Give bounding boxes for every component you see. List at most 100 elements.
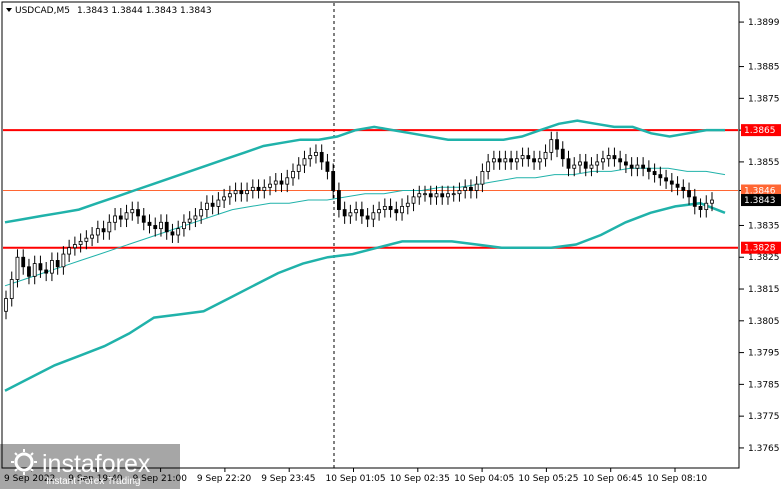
candle — [164, 214, 169, 240]
candle — [337, 182, 341, 218]
candle — [245, 182, 249, 202]
candle — [710, 192, 714, 212]
candle — [486, 153, 491, 180]
candle — [199, 201, 204, 224]
band-upper-band — [4, 119, 725, 224]
candle — [491, 150, 496, 170]
branding-overlay: instaforex Instant Forex Trading — [0, 444, 180, 489]
candle — [658, 166, 663, 186]
candle — [618, 150, 623, 170]
candle — [612, 147, 617, 167]
y-tick-label: 1.3875 — [748, 94, 780, 104]
candle — [182, 214, 186, 237]
candle — [704, 195, 709, 218]
candle — [285, 169, 290, 193]
candle — [124, 204, 129, 228]
candle — [118, 207, 123, 228]
candle — [555, 131, 559, 158]
candle — [130, 201, 135, 221]
candle — [434, 185, 439, 205]
candle — [624, 153, 628, 174]
x-tick-label: 9 Sep 21:00 — [133, 474, 188, 484]
candle — [359, 201, 364, 224]
candle — [400, 198, 404, 221]
candle — [474, 176, 479, 199]
y-tick-label: 1.3825 — [748, 253, 780, 263]
y-tick-label: 1.3835 — [748, 221, 780, 231]
candle — [296, 157, 301, 180]
candle — [9, 271, 14, 307]
y-tick-label: 1.3795 — [748, 349, 780, 359]
candle — [664, 169, 668, 189]
candle — [549, 131, 554, 161]
candle — [44, 262, 49, 282]
candle — [480, 163, 485, 193]
current-price-label: 1.3843 — [744, 196, 776, 206]
x-tick-label: 10 Sep 05:25 — [518, 474, 578, 484]
band-lower-band — [4, 201, 726, 392]
y-tick-label: 1.3765 — [748, 444, 780, 454]
x-tick-label: 10 Sep 08:10 — [647, 474, 707, 484]
logo-tagline: Instant Forex Trading — [46, 476, 141, 487]
x-tick-label: 9 Sep 22:20 — [197, 474, 252, 484]
candle — [497, 150, 502, 170]
price-labels: 1.3865 1.3846 1.3828 1.3843 — [741, 124, 781, 254]
candle — [216, 192, 221, 215]
candle — [72, 236, 77, 256]
candle — [606, 147, 611, 167]
candle — [262, 179, 267, 199]
candle — [38, 255, 43, 278]
candle — [687, 182, 691, 205]
candle — [692, 188, 697, 215]
candle — [147, 214, 152, 234]
candle — [572, 157, 577, 177]
candle — [273, 173, 278, 193]
candle — [348, 204, 353, 224]
candle — [153, 217, 158, 237]
candle — [21, 249, 26, 275]
candle — [84, 230, 89, 250]
candle — [595, 153, 600, 174]
candle — [78, 233, 83, 253]
x-tick-label: 10 Sep 04:05 — [454, 474, 514, 484]
logo-wordmark: instaforex — [42, 450, 151, 478]
candle — [331, 163, 336, 199]
candle — [589, 157, 594, 177]
candle — [27, 258, 31, 285]
x-axis: 9 Sep 2022 9 Sep 19:40 9 Sep 21:00 9 Sep 22… — [4, 468, 707, 484]
candle — [325, 153, 330, 180]
candle — [440, 185, 445, 205]
candle — [405, 195, 410, 215]
level-price-tag — [741, 241, 781, 254]
candle — [578, 153, 582, 174]
candle — [314, 144, 318, 164]
candle — [302, 150, 307, 174]
candle — [681, 179, 686, 199]
candle — [641, 157, 646, 177]
candle — [101, 220, 106, 240]
candle — [652, 163, 657, 183]
dropdown-triangle-icon[interactable] — [6, 8, 12, 12]
candle — [95, 220, 100, 243]
plot-frame — [1, 1, 740, 469]
candle — [279, 173, 284, 193]
current-price-tag — [741, 194, 781, 207]
y-tick-label: 1.3775 — [748, 412, 780, 422]
candle — [141, 207, 146, 231]
candle — [354, 201, 359, 221]
candle — [520, 147, 525, 167]
candle — [268, 176, 272, 196]
candle — [291, 163, 295, 186]
candle — [4, 290, 8, 320]
candle — [532, 150, 536, 170]
bollinger-bands — [4, 119, 726, 392]
candle — [250, 179, 255, 199]
x-tick-label: 10 Sep 06:45 — [583, 474, 643, 484]
y-tick-label: 1.3815 — [748, 285, 780, 295]
candle — [193, 207, 198, 228]
candle — [428, 185, 433, 205]
y-tick-label: 1.3899 — [748, 18, 780, 28]
candle — [15, 249, 20, 288]
